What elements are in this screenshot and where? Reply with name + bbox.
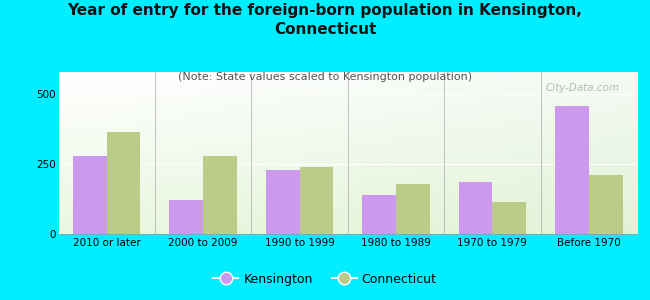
Bar [555,106,589,234]
Bar [73,156,107,234]
Bar [300,167,333,234]
Text: Year of entry for the foreign-born population in Kensington,
Connecticut: Year of entry for the foreign-born popul… [68,3,582,37]
Bar [266,170,300,234]
Bar [170,200,203,234]
Bar [107,132,140,234]
Bar [493,202,526,234]
Text: City-Data.com: City-Data.com [545,83,619,93]
Bar [362,195,396,234]
Bar [396,184,430,234]
Bar [203,156,237,234]
Bar [589,175,623,234]
Text: (Note: State values scaled to Kensington population): (Note: State values scaled to Kensington… [178,72,472,82]
Legend: Kensington, Connecticut: Kensington, Connecticut [209,268,441,291]
Bar [459,182,493,234]
